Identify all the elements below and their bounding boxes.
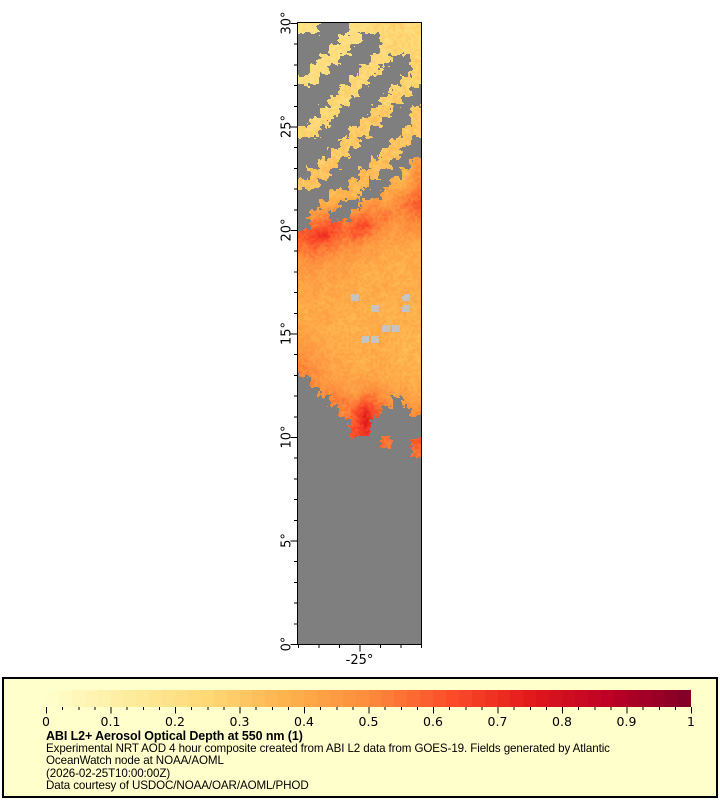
colorbar-tick-label: 1 xyxy=(687,714,695,729)
legend-description-line-1: Experimental NRT AOD 4 hour composite cr… xyxy=(46,742,610,755)
y-axis-tick-label: 20° xyxy=(280,218,295,241)
colorbar-tick-label: 0.7 xyxy=(488,714,508,729)
colorbar-tick-label: 0.1 xyxy=(101,714,121,729)
colorbar-tick-label: 0.2 xyxy=(165,714,185,729)
legend-credit: Data courtesy of USDOC/NOAA/OAR/AOML/PHO… xyxy=(46,778,309,792)
legend-panel: 0 0.1 0.2 0.3 0.4 0.5 0.6 0.7 0.8 0.9 1 ABI L2+ Ae… xyxy=(2,677,718,798)
y-axis-tick-label: 0° xyxy=(280,637,295,652)
colorbar xyxy=(46,690,691,707)
legend-caption: ABI L2+ Aerosol Optical Depth at 550 nm … xyxy=(46,730,706,792)
colorbar-tick-label: 0.4 xyxy=(294,714,314,729)
colorbar-tick-label: 0 xyxy=(42,714,50,729)
y-axis-tick-label: 25° xyxy=(280,115,295,138)
aod-map-image xyxy=(298,23,421,644)
colorbar-tick-label: 0.9 xyxy=(617,714,637,729)
legend-timestamp: (2026-02-25T10:00:00Z) xyxy=(46,766,171,780)
x-axis-tick-label: -25° xyxy=(346,653,374,668)
colorbar-tick-label: 0.8 xyxy=(552,714,572,729)
legend-description-line-2: OceanWatch node at NOAA/AOML xyxy=(46,754,224,768)
y-axis-tick-label: 30° xyxy=(280,11,295,34)
y-axis-tick-label: 5° xyxy=(280,533,295,548)
colorbar-tick-label: 0.6 xyxy=(423,714,443,729)
legend-title: ABI L2+ Aerosol Optical Depth at 550 nm … xyxy=(46,729,303,743)
y-axis-tick-label: 15° xyxy=(280,322,295,345)
colorbar-tick-label: 0.5 xyxy=(359,714,379,729)
colorbar-tick-label: 0.3 xyxy=(230,714,250,729)
y-axis-tick-label: 10° xyxy=(280,425,295,448)
